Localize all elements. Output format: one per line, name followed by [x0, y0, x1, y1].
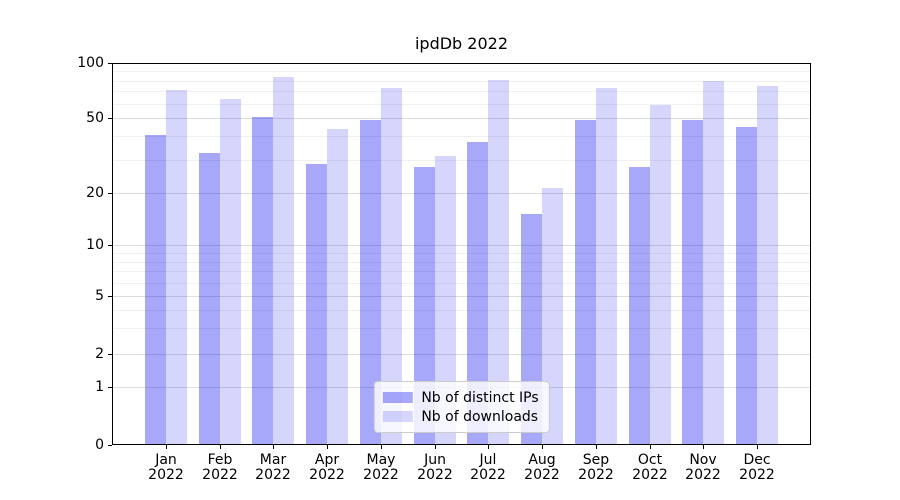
spine-right	[810, 63, 811, 445]
bar-downloads	[220, 99, 241, 444]
x-tick-mark	[327, 445, 328, 449]
y-gridline-major	[112, 245, 811, 246]
x-tick-mark	[166, 445, 167, 449]
legend-label: Nb of distinct IPs	[421, 389, 539, 406]
legend-row: Nb of downloads	[382, 407, 538, 426]
x-tick-label: May 2022	[363, 452, 399, 483]
y-gridline-minor	[112, 283, 811, 284]
bar-downloads	[757, 86, 778, 444]
legend-row: Nb of distinct IPs	[382, 388, 539, 407]
x-tick-label: Dec 2022	[739, 452, 775, 483]
y-tick-label: 2	[95, 346, 104, 362]
bar-distinct-ips	[306, 164, 327, 444]
x-tick-label: Feb 2022	[202, 452, 238, 483]
spine-left	[112, 63, 113, 445]
y-tick-mark	[108, 445, 112, 446]
x-tick-label: Apr 2022	[309, 452, 345, 483]
x-tick-mark	[542, 445, 543, 449]
y-gridline-major	[112, 354, 811, 355]
legend-swatch-downloads	[382, 411, 413, 422]
y-gridline-minor	[112, 71, 811, 72]
bar-downloads	[650, 105, 671, 444]
y-tick-label: 0	[95, 437, 104, 453]
x-tick-label: Sep 2022	[578, 452, 614, 483]
y-tick-mark	[108, 245, 112, 246]
y-tick-mark	[108, 354, 112, 355]
bar-distinct-ips	[682, 120, 703, 444]
spine-bottom	[112, 444, 811, 445]
y-gridline-minor	[112, 91, 811, 92]
bar-distinct-ips	[360, 120, 381, 444]
x-tick-mark	[596, 445, 597, 449]
bar-downloads	[542, 188, 563, 444]
legend: Nb of distinct IPs Nb of downloads	[373, 381, 550, 433]
spine-top	[112, 63, 811, 64]
bar-distinct-ips	[252, 117, 273, 444]
y-gridline-minor	[112, 310, 811, 311]
y-tick-mark	[108, 193, 112, 194]
y-gridline-major	[112, 296, 811, 297]
y-tick-label: 100	[77, 55, 104, 71]
y-gridline-minor	[112, 104, 811, 105]
bar-distinct-ips	[629, 167, 650, 444]
y-gridline-minor	[112, 328, 811, 329]
bar-downloads	[273, 77, 294, 444]
bar-downloads	[381, 88, 402, 444]
bar-downloads	[703, 81, 724, 444]
x-tick-mark	[435, 445, 436, 449]
y-gridline-minor	[112, 253, 811, 254]
x-tick-mark	[757, 445, 758, 449]
x-tick-mark	[273, 445, 274, 449]
legend-swatch-distinct-ips	[382, 392, 413, 403]
y-tick-label: 20	[86, 185, 104, 201]
bar-downloads	[327, 129, 348, 444]
y-tick-label: 1	[95, 379, 104, 395]
x-tick-mark	[220, 445, 221, 449]
bar-distinct-ips	[575, 120, 596, 444]
y-gridline-major	[112, 193, 811, 194]
x-tick-label: Aug 2022	[524, 452, 560, 483]
bar-distinct-ips	[199, 153, 220, 444]
y-tick-mark	[108, 118, 112, 119]
y-gridline-minor	[112, 160, 811, 161]
chart-title: ipdDb 2022	[414, 34, 509, 53]
bar-downloads	[166, 90, 187, 444]
x-tick-mark	[650, 445, 651, 449]
x-tick-mark	[703, 445, 704, 449]
x-tick-label: Jan 2022	[148, 452, 184, 483]
y-tick-mark	[108, 296, 112, 297]
bar-distinct-ips	[145, 135, 166, 444]
y-gridline-minor	[112, 136, 811, 137]
bar-distinct-ips	[414, 167, 435, 444]
bar-distinct-ips	[467, 142, 488, 444]
x-tick-label: Oct 2022	[632, 452, 668, 483]
x-tick-label: Mar 2022	[255, 452, 291, 483]
bar-distinct-ips	[736, 127, 757, 444]
y-gridline-minor	[112, 271, 811, 272]
x-tick-label: Jul 2022	[470, 452, 506, 483]
x-tick-label: Jun 2022	[417, 452, 453, 483]
y-gridline-major	[112, 118, 811, 119]
bar-downloads	[488, 80, 509, 444]
bar-downloads	[596, 88, 617, 444]
y-tick-label: 5	[95, 288, 104, 304]
x-tick-mark	[381, 445, 382, 449]
y-tick-label: 10	[86, 237, 104, 253]
y-tick-label: 50	[86, 110, 104, 126]
y-gridline-minor	[112, 262, 811, 263]
y-tick-mark	[108, 387, 112, 388]
y-tick-mark	[108, 63, 112, 64]
plot-area: Nb of distinct IPs Nb of downloads	[112, 63, 811, 445]
x-tick-mark	[488, 445, 489, 449]
x-tick-label: Nov 2022	[685, 452, 721, 483]
bar-downloads	[435, 156, 456, 444]
y-gridline-minor	[112, 81, 811, 82]
legend-label: Nb of downloads	[421, 408, 539, 425]
